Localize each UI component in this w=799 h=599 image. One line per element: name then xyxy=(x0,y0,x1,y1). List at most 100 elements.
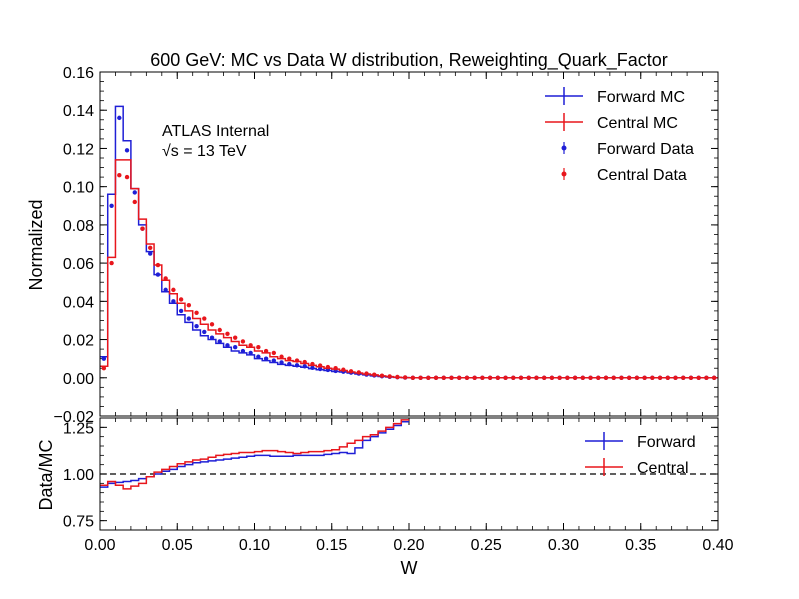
series-central-data-point xyxy=(580,375,586,380)
series-central-data-point xyxy=(341,367,346,372)
y-tick-label: 0.04 xyxy=(63,294,94,311)
ratio-plot-data xyxy=(100,419,718,490)
series-central-step xyxy=(100,419,409,490)
series-central-data-point xyxy=(140,226,145,231)
series-central-data-point xyxy=(696,375,701,380)
series-central-data-point xyxy=(495,375,501,380)
series-central-data-point xyxy=(109,260,114,266)
series-central-data-point xyxy=(418,375,423,380)
series-central-data-point xyxy=(511,375,516,380)
series-central-data-point xyxy=(565,375,570,380)
series-central-data-point xyxy=(217,327,222,333)
series-central-data-point xyxy=(642,375,647,380)
series-central-data-point xyxy=(310,361,315,367)
legend-label: Forward Data xyxy=(597,141,694,158)
series-forward-data-point xyxy=(248,350,253,356)
series-forward-data-point xyxy=(240,348,246,354)
series-central-data-point xyxy=(596,375,601,380)
series-central-data-point xyxy=(426,375,431,380)
x-tick-label: 0.30 xyxy=(548,537,579,554)
series-central-data-point xyxy=(387,374,392,379)
ratio-plot-frame xyxy=(99,417,719,531)
legend-label: Forward xyxy=(637,434,696,451)
series-forward-data-point xyxy=(202,329,207,335)
series-central-data-point xyxy=(487,375,493,380)
series-forward-data-point xyxy=(310,365,315,371)
series-forward-data-point xyxy=(225,343,230,348)
y-tick-label: 0.06 xyxy=(63,256,94,273)
series-forward-data-point xyxy=(287,361,292,367)
series-central-data-point xyxy=(317,363,323,368)
series-central-data-point xyxy=(263,348,269,354)
series-central-data-point xyxy=(650,375,655,380)
series-forward-data-point xyxy=(163,287,168,293)
main-panel: 600 GeV: MC vs Data W distribution, Rewe… xyxy=(26,50,719,426)
series-central-data-point xyxy=(449,375,454,380)
series-central-data-point xyxy=(480,375,485,380)
series-central-data-point xyxy=(549,375,555,380)
x-tick-label: 0.20 xyxy=(393,537,424,554)
series-central-data-point xyxy=(603,375,609,380)
y-tick-label: 0.10 xyxy=(63,180,94,197)
series-central-data-point xyxy=(634,375,640,380)
main-plot-data xyxy=(100,105,718,380)
y-tick-label: 0.08 xyxy=(63,218,94,235)
series-forward-data-point xyxy=(186,316,192,321)
series-forward-data-point xyxy=(132,190,137,195)
legend-label: Central MC xyxy=(597,115,678,132)
series-central-data-point xyxy=(541,375,547,380)
series-central-data-point xyxy=(526,375,531,380)
legend-label: Central xyxy=(637,460,689,477)
y-tick-label: 0.02 xyxy=(63,333,94,350)
series-central-data-point xyxy=(287,356,292,361)
chart-title: 600 GeV: MC vs Data W distribution, Rewe… xyxy=(150,50,668,71)
series-forward-data-point xyxy=(101,356,107,361)
series-central-data-point xyxy=(333,366,338,371)
series-central-data-point xyxy=(325,364,331,370)
series-central-data-point xyxy=(572,375,578,380)
x-tick-label: 0.35 xyxy=(625,537,656,554)
series-central-data-point xyxy=(225,331,230,337)
series-forward-data-point xyxy=(271,358,277,363)
series-central-data-point xyxy=(626,375,632,380)
series-forward-data-point xyxy=(194,323,199,329)
series-central-data-point xyxy=(202,316,207,321)
main-plot-frame xyxy=(99,71,719,417)
series-central-data-point xyxy=(101,366,107,371)
series-central-mc-step xyxy=(100,159,718,379)
main-legend: Forward MC Central MC Forward Data Central … xyxy=(545,87,694,184)
y-tick-label: 0.00 xyxy=(63,371,94,388)
series-central-data-point xyxy=(256,345,261,350)
series-central-data-point xyxy=(665,375,670,380)
series-central-data-point xyxy=(248,343,253,348)
series-central-data-point xyxy=(441,375,446,380)
series-central-data-point xyxy=(194,310,199,315)
series-central-data-point xyxy=(688,375,694,380)
series-central-data-point xyxy=(209,322,215,327)
series-forward-data-point xyxy=(109,203,114,208)
series-forward-data-point xyxy=(178,308,184,314)
series-central-data-point xyxy=(294,358,300,363)
y-tick-label: 0.75 xyxy=(63,514,94,531)
series-forward-data-point xyxy=(256,354,261,359)
series-forward-data-point xyxy=(155,272,161,277)
x-tick-label: 0.25 xyxy=(471,537,502,554)
series-central-data-point xyxy=(410,375,416,380)
series-central-data-point xyxy=(348,369,354,374)
x-axis-label: W xyxy=(401,558,418,578)
legend-marker xyxy=(561,171,567,177)
series-central-data-point xyxy=(711,375,717,380)
x-tick-label: 0.40 xyxy=(702,537,733,554)
y-tick-label: 1.00 xyxy=(63,467,94,484)
series-central-data-point xyxy=(557,375,562,380)
series-central-data-point xyxy=(402,375,408,380)
y-axis-label-main: Normalized xyxy=(26,199,46,290)
series-central-data-point xyxy=(372,372,377,377)
series-central-data-point xyxy=(395,374,400,380)
series-forward-data-point xyxy=(124,148,130,153)
series-central-data-point xyxy=(619,375,624,380)
series-central-data-point xyxy=(163,276,168,281)
series-forward-data-point xyxy=(171,299,176,304)
x-tick-label: 0.00 xyxy=(84,537,115,554)
